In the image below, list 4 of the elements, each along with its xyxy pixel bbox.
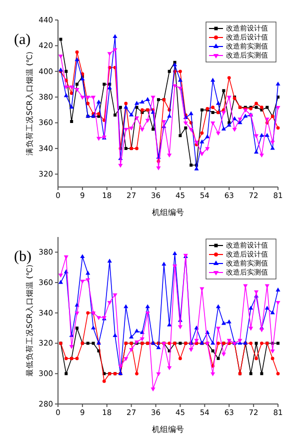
x-axis-title: 机组编号 (152, 208, 184, 217)
x-axis-title: 机组编号 (152, 425, 184, 434)
text: (a) (14, 32, 31, 48)
text: (b) (14, 249, 32, 265)
